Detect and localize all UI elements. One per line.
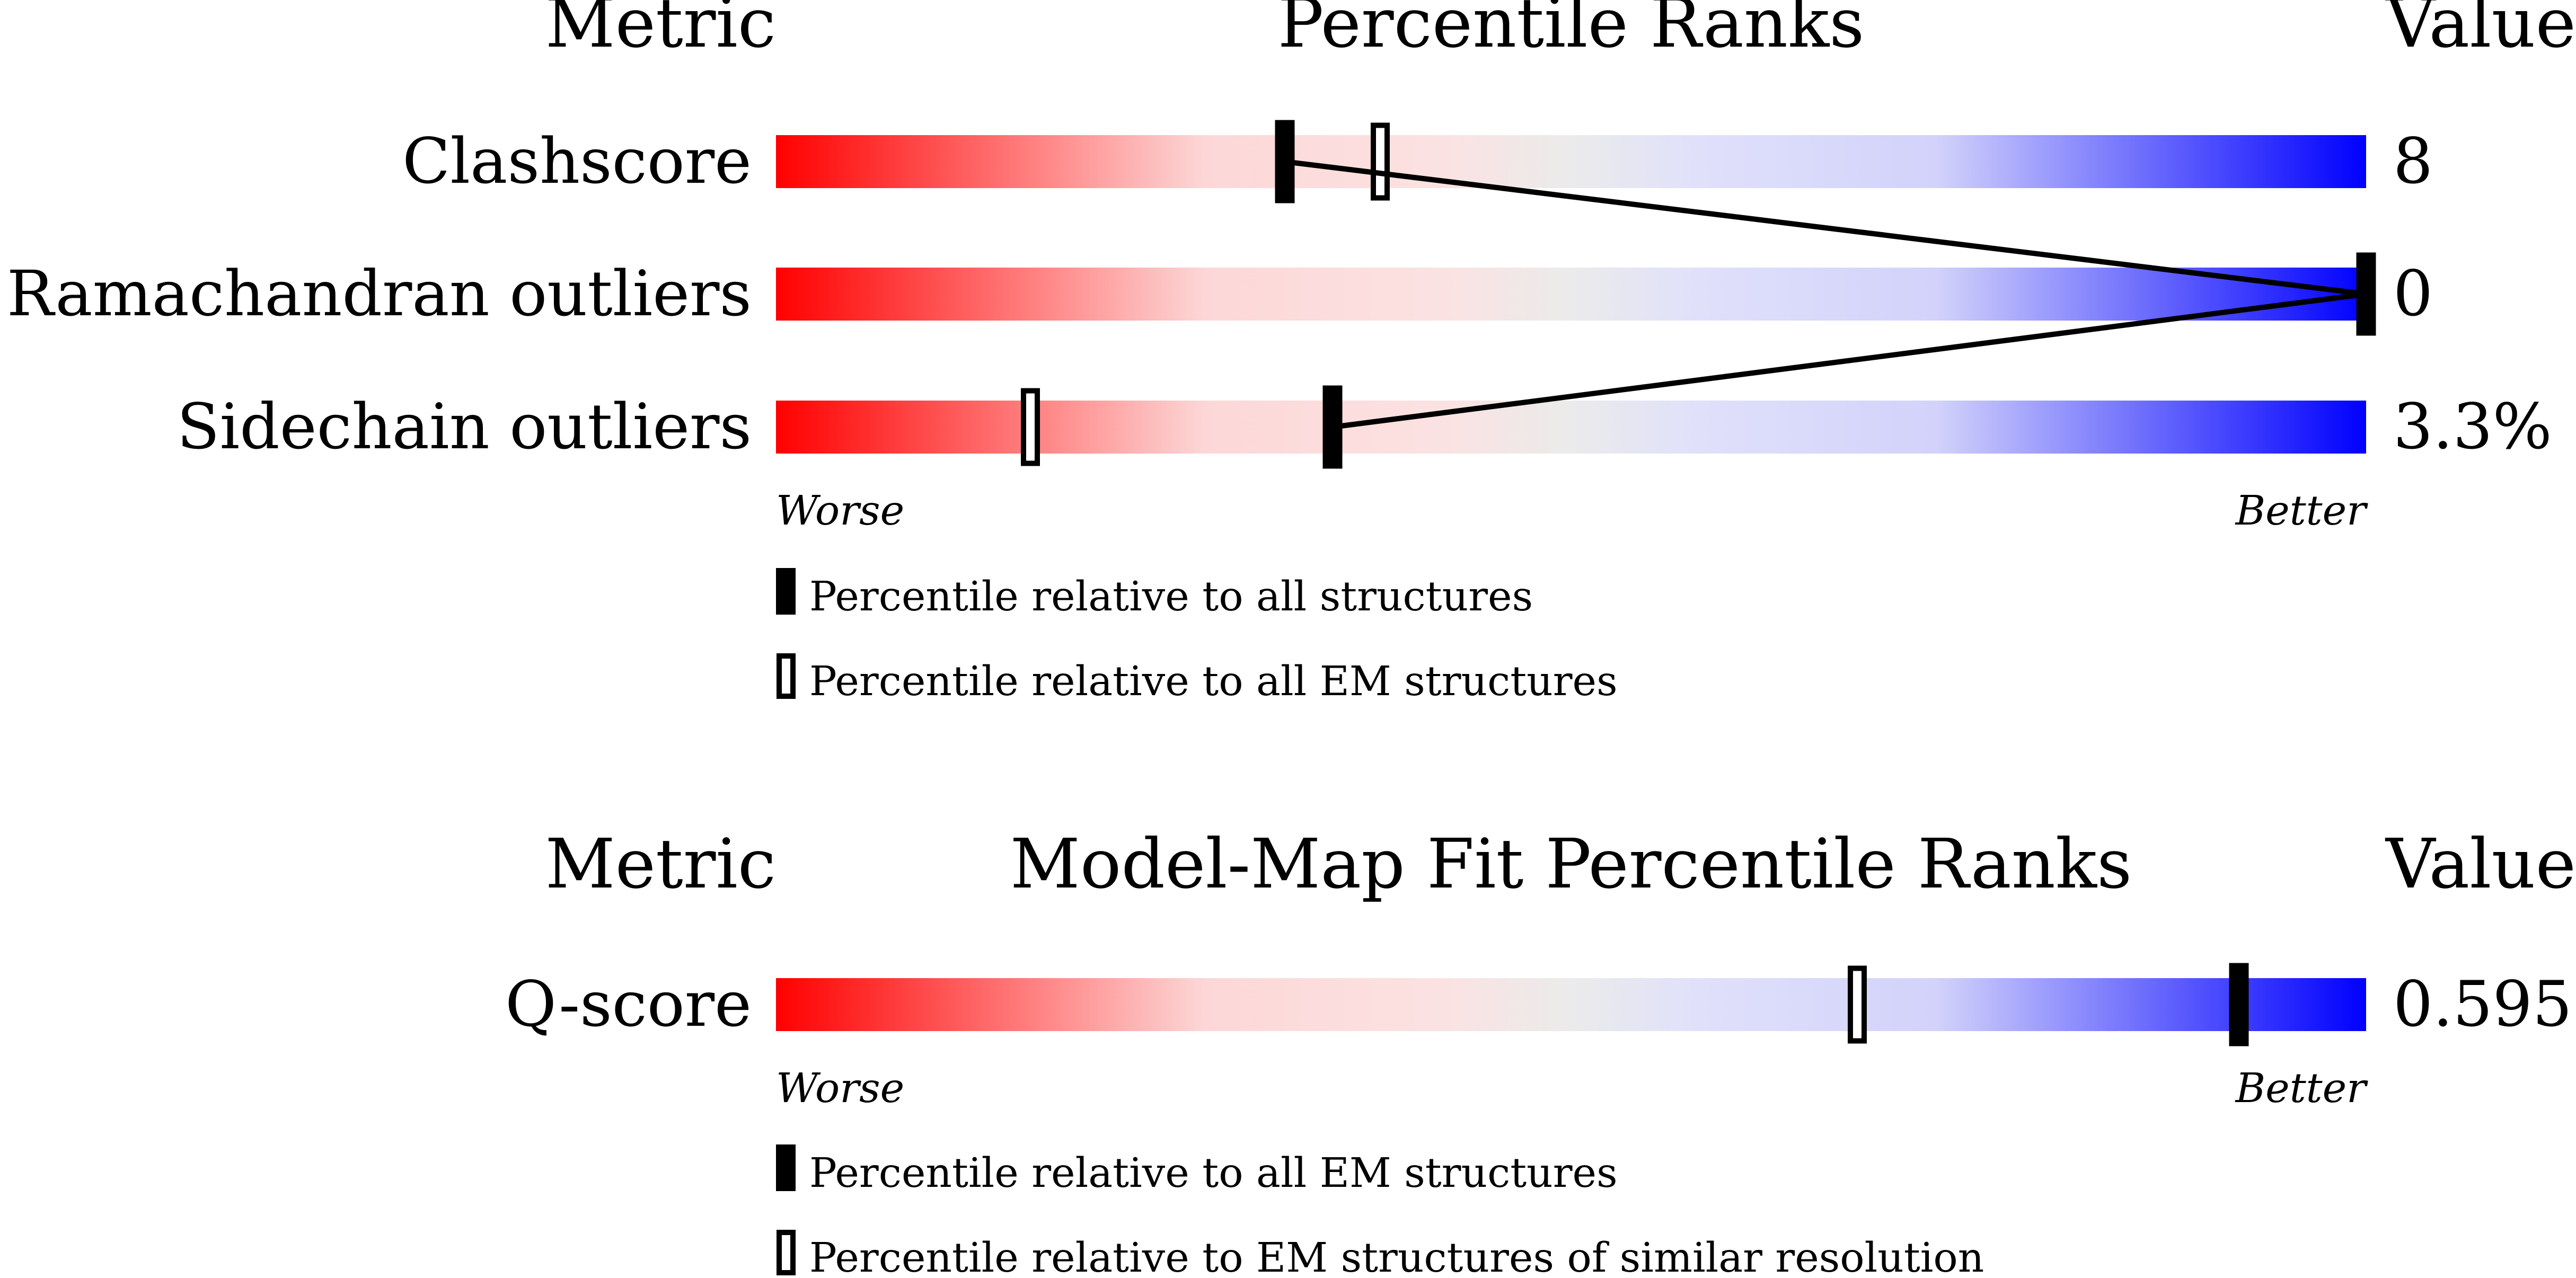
legend-marker-filled	[776, 568, 796, 615]
metric-value: 0	[2393, 257, 2433, 330]
percentile-bar	[776, 401, 2366, 454]
legend-label: Percentile relative to all EM structures	[809, 1150, 1618, 1197]
percentile-bar	[776, 135, 2366, 188]
percentile-marker-filled	[2229, 963, 2249, 1046]
metric-header: Metric	[545, 0, 776, 63]
legend-marker-filled	[776, 1144, 796, 1191]
worse-label: Worse	[776, 487, 904, 535]
metric-label: Q-score	[505, 968, 752, 1041]
percentile-connector-line	[1284, 159, 2367, 430]
value-header: Value	[2385, 824, 2576, 904]
legend-marker-open	[777, 653, 796, 699]
metric-label: Clashscore	[402, 125, 752, 198]
percentile-marker-open	[1848, 965, 1867, 1044]
metric-value: 8	[2393, 125, 2433, 198]
metric-label: Sidechain outliers	[177, 390, 752, 463]
metric-label: Ramachandran outliers	[7, 257, 752, 330]
metric-header: Metric	[545, 824, 776, 904]
worse-label: Worse	[776, 1065, 904, 1112]
legend-label: Percentile relative to all structures	[809, 573, 1533, 620]
percentile-bar	[776, 268, 2366, 321]
chart-title: Model-Map Fit Percentile Ranks	[1010, 824, 2132, 904]
metric-value: 0.595	[2393, 968, 2572, 1041]
percentile-marker-open	[1021, 388, 1040, 466]
metric-value: 3.3%	[2393, 390, 2552, 463]
legend-label: Percentile relative to EM structures of …	[809, 1235, 1984, 1278]
percentile-marker-open	[1371, 122, 1390, 201]
percentile-bar	[776, 978, 2366, 1031]
better-label: Better	[2235, 1065, 2369, 1112]
legend-label: Percentile relative to all EM structures	[809, 658, 1618, 705]
value-header: Value	[2385, 0, 2576, 63]
chart-title: Percentile Ranks	[1278, 0, 1865, 63]
legend-marker-open	[777, 1230, 796, 1275]
better-label: Better	[2235, 487, 2369, 535]
